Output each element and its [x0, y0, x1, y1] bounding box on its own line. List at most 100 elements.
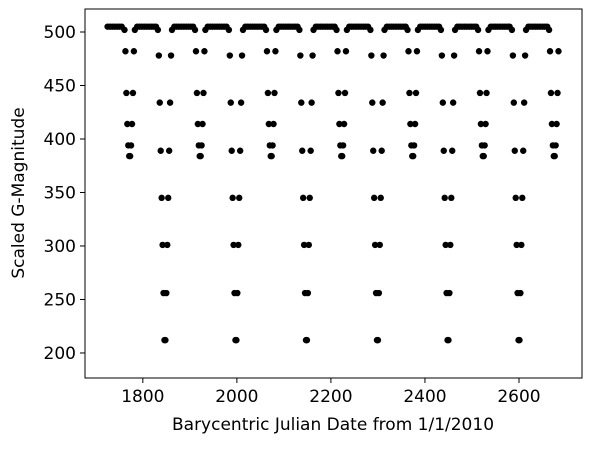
data-point	[193, 89, 201, 97]
data-point	[482, 120, 489, 128]
data-point	[520, 99, 528, 106]
data-point	[442, 241, 449, 249]
data-point	[477, 120, 485, 128]
data-point	[308, 99, 315, 106]
data-point	[130, 48, 138, 55]
data-point	[404, 26, 411, 34]
data-point	[338, 152, 346, 160]
data-point	[262, 26, 270, 34]
data-point	[367, 26, 374, 34]
data-point	[197, 152, 204, 160]
data-point	[227, 99, 234, 106]
data-point	[333, 26, 340, 34]
data-point	[158, 194, 165, 202]
data-point	[335, 89, 342, 97]
data-point	[300, 241, 308, 249]
data-point	[480, 152, 487, 160]
y-axis-label: Scaled G-Magnitude	[9, 107, 29, 278]
data-point	[225, 26, 233, 34]
data-point	[448, 194, 455, 202]
data-point	[265, 120, 273, 128]
data-point	[303, 336, 311, 344]
data-point	[379, 99, 386, 106]
data-point	[126, 152, 134, 160]
data-point	[165, 147, 173, 154]
data-point	[439, 99, 447, 106]
data-point	[191, 26, 199, 34]
data-point	[268, 152, 275, 160]
data-point	[375, 289, 383, 297]
data-point	[271, 89, 278, 97]
data-point	[520, 147, 527, 154]
data-point	[272, 48, 279, 55]
data-point	[410, 142, 418, 149]
data-point	[309, 52, 316, 59]
data-point	[124, 120, 131, 128]
data-point	[236, 147, 244, 154]
data-point	[484, 48, 491, 55]
data-point	[409, 152, 417, 160]
data-point	[411, 120, 419, 128]
data-point	[374, 336, 382, 344]
data-point	[162, 336, 169, 344]
data-point	[545, 26, 553, 34]
data-point	[336, 120, 343, 128]
data-point	[298, 99, 305, 106]
data-point	[449, 147, 456, 154]
data-point	[122, 48, 129, 55]
data-point	[377, 194, 384, 202]
y-tick-label: 350	[44, 183, 76, 203]
data-point	[340, 120, 348, 128]
y-tick-label: 450	[44, 76, 76, 96]
data-point	[508, 26, 516, 34]
data-point	[129, 89, 137, 97]
data-point	[405, 48, 412, 55]
plot-frame	[84, 8, 583, 379]
data-point	[438, 52, 446, 59]
data-point	[334, 48, 341, 55]
data-point	[229, 194, 236, 202]
data-point	[198, 142, 205, 149]
data-point	[476, 89, 484, 97]
data-point	[554, 89, 561, 97]
data-point	[236, 194, 243, 202]
data-point	[307, 147, 314, 154]
data-point	[511, 147, 518, 154]
data-point	[339, 142, 347, 149]
data-point	[518, 241, 525, 249]
data-point	[269, 142, 276, 149]
data-point	[547, 89, 555, 97]
data-point	[128, 120, 136, 128]
data-point	[509, 52, 517, 59]
data-point	[299, 194, 307, 202]
data-point	[513, 241, 520, 249]
data-point	[413, 48, 421, 55]
data-point	[546, 48, 554, 55]
y-tick-label: 400	[44, 130, 76, 150]
data-point	[371, 241, 379, 249]
data-point	[380, 52, 387, 59]
data-point	[483, 89, 490, 97]
x-tick-label: 2400	[403, 387, 446, 407]
data-point	[521, 52, 529, 59]
data-point	[166, 99, 174, 106]
data-point	[551, 152, 558, 160]
data-point	[370, 147, 377, 154]
data-point	[121, 26, 128, 34]
data-point	[200, 89, 207, 97]
data-point	[165, 194, 172, 202]
x-axis-label: Barycentric Julian Date from 1/1/2010	[172, 415, 494, 435]
data-point	[234, 289, 241, 297]
data-point	[304, 289, 312, 297]
data-point	[446, 289, 453, 297]
data-point	[192, 48, 200, 55]
data-point	[155, 52, 163, 59]
x-tick-label: 2000	[215, 387, 258, 407]
data-point	[517, 289, 524, 297]
data-point	[370, 194, 378, 202]
data-point	[235, 241, 242, 249]
y-tick-label: 250	[44, 290, 76, 310]
data-point	[230, 241, 237, 249]
data-point	[296, 26, 303, 34]
data-point	[297, 52, 304, 59]
